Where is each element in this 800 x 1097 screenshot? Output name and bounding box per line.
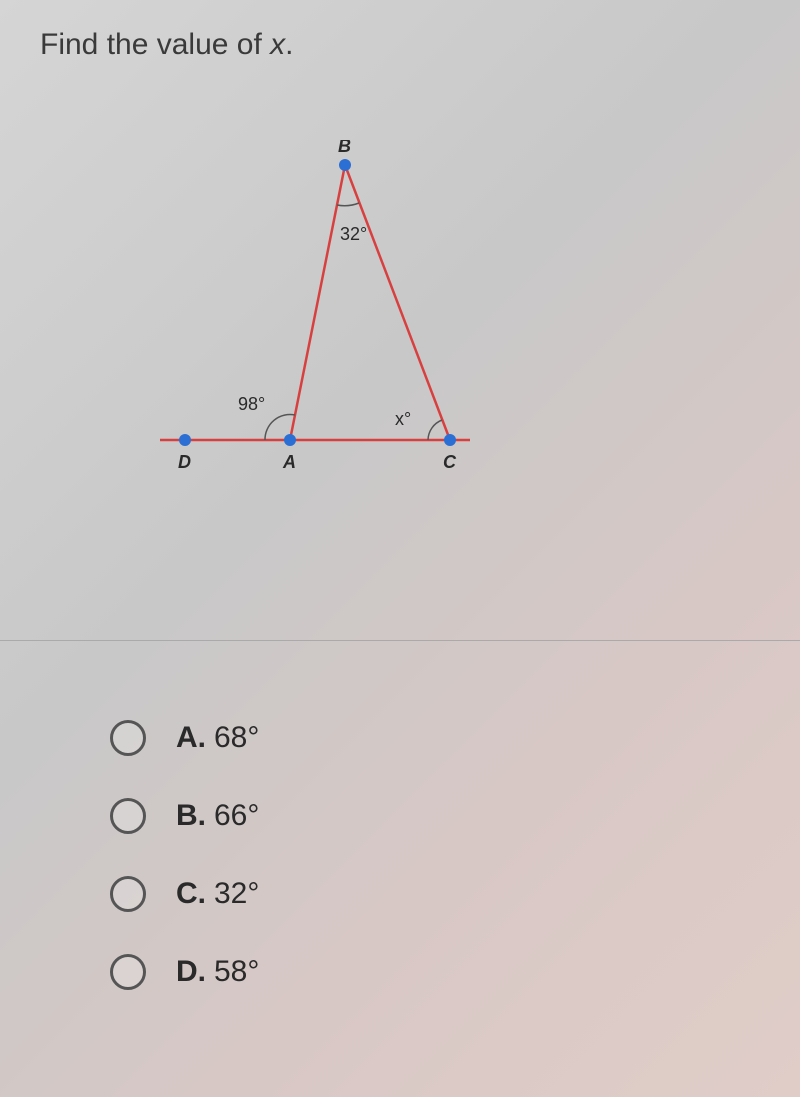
prompt-prefix: Find the value of xyxy=(40,28,270,61)
option-a-letter: A. xyxy=(176,721,206,754)
label-C: C xyxy=(443,452,457,472)
line-AB xyxy=(290,165,345,440)
prompt-suffix: . xyxy=(285,28,293,61)
option-b-letter: B. xyxy=(176,799,206,832)
radio-b[interactable] xyxy=(110,798,146,834)
arc-angle-x xyxy=(428,420,442,440)
angle-label-32: 32° xyxy=(340,224,367,244)
angle-label-x: x° xyxy=(395,409,411,429)
option-d[interactable]: D.58° xyxy=(110,954,259,990)
option-b-label: B.66° xyxy=(176,799,259,833)
option-a-value: 68° xyxy=(214,721,259,754)
angle-label-98: 98° xyxy=(238,394,265,414)
radio-a[interactable] xyxy=(110,720,146,756)
point-D xyxy=(179,434,191,446)
geometry-diagram: B D A C 98° 32° x° xyxy=(130,140,550,520)
option-c[interactable]: C.32° xyxy=(110,876,259,912)
option-c-value: 32° xyxy=(214,877,259,910)
point-A xyxy=(284,434,296,446)
option-d-value: 58° xyxy=(214,955,259,988)
option-a-label: A.68° xyxy=(176,721,259,755)
option-c-label: C.32° xyxy=(176,877,259,911)
radio-c[interactable] xyxy=(110,876,146,912)
prompt-variable: x xyxy=(270,28,285,61)
line-BC xyxy=(345,165,450,440)
answer-options: A.68° B.66° C.32° D.58° xyxy=(110,720,259,1032)
option-d-label: D.58° xyxy=(176,955,259,989)
point-B xyxy=(339,159,351,171)
option-b[interactable]: B.66° xyxy=(110,798,259,834)
question-prompt: Find the value of x. xyxy=(40,28,294,62)
section-divider xyxy=(0,640,800,641)
diagram-svg: B D A C 98° 32° x° xyxy=(130,140,550,520)
option-b-value: 66° xyxy=(214,799,259,832)
option-d-letter: D. xyxy=(176,955,206,988)
label-A: A xyxy=(282,452,296,472)
label-D: D xyxy=(178,452,191,472)
radio-d[interactable] xyxy=(110,954,146,990)
option-a[interactable]: A.68° xyxy=(110,720,259,756)
option-c-letter: C. xyxy=(176,877,206,910)
label-B: B xyxy=(338,140,351,156)
point-C xyxy=(444,434,456,446)
arc-angle-32 xyxy=(337,203,359,206)
